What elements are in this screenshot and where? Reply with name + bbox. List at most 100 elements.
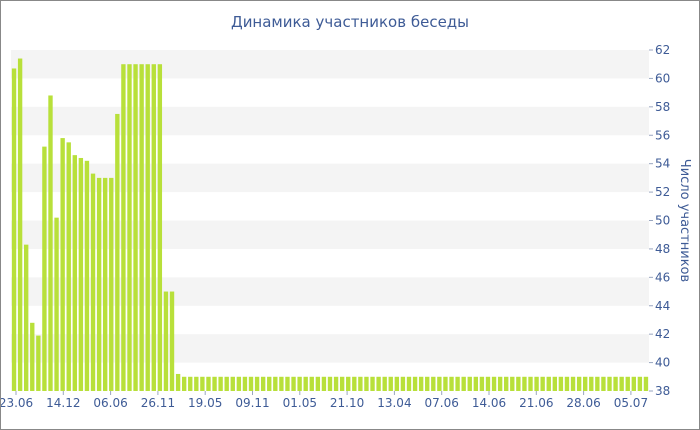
bar xyxy=(333,376,339,391)
y-tick-label: 38 xyxy=(655,384,670,398)
x-tick-label: 23.06 xyxy=(1,396,33,410)
bar xyxy=(376,376,381,391)
bar xyxy=(479,376,485,391)
bar xyxy=(309,376,314,391)
bar xyxy=(194,376,199,391)
bar xyxy=(72,155,77,391)
y-tick-label: 56 xyxy=(655,128,670,142)
y-tick-label: 54 xyxy=(655,157,670,171)
bar xyxy=(491,376,497,391)
bar xyxy=(133,64,138,392)
bar xyxy=(570,376,576,391)
bar xyxy=(48,95,53,391)
bar xyxy=(467,376,472,391)
bar xyxy=(425,376,430,391)
bar xyxy=(163,291,169,391)
x-tick-label: 21.10 xyxy=(330,396,364,410)
bar xyxy=(364,376,369,391)
grid-band xyxy=(11,50,649,79)
bar xyxy=(516,376,521,391)
bar xyxy=(461,376,466,391)
bar xyxy=(497,376,503,391)
bar xyxy=(388,376,393,391)
bar xyxy=(218,376,223,391)
bar xyxy=(431,376,436,391)
bar xyxy=(285,376,290,391)
bar xyxy=(224,376,229,391)
bar xyxy=(534,376,539,391)
x-tick-label: 21.06 xyxy=(519,396,553,410)
bar xyxy=(382,376,387,391)
bar xyxy=(370,376,375,391)
y-tick-label: 48 xyxy=(655,242,670,256)
x-tick-label: 13.04 xyxy=(377,396,411,410)
y-tick-label: 46 xyxy=(655,270,670,284)
grid-band xyxy=(11,106,649,136)
bar xyxy=(522,376,527,391)
bar xyxy=(230,376,235,391)
bar xyxy=(169,291,175,391)
bar xyxy=(175,373,181,391)
bar xyxy=(485,376,491,391)
x-tick-label: 14.12 xyxy=(46,396,80,410)
bar xyxy=(443,376,448,391)
bar xyxy=(273,376,278,391)
x-tick-label: 01.05 xyxy=(283,396,317,410)
x-tick-label: 07.06 xyxy=(425,396,459,410)
bar xyxy=(96,177,102,392)
bar xyxy=(279,376,284,391)
bar xyxy=(504,376,509,391)
bar xyxy=(297,376,302,391)
bar xyxy=(60,138,65,391)
bar xyxy=(121,64,126,392)
x-tick-label: 28.06 xyxy=(566,396,600,410)
bar xyxy=(200,376,205,391)
bar xyxy=(212,376,217,391)
y-tick-label: 50 xyxy=(655,214,670,228)
bar xyxy=(115,113,120,391)
bar xyxy=(613,376,618,391)
bar xyxy=(583,376,588,391)
y-axis-label: Число участников xyxy=(677,159,692,282)
bar xyxy=(139,64,144,392)
bar xyxy=(352,376,357,391)
bar xyxy=(643,376,649,391)
bar xyxy=(400,376,406,391)
x-tick-label: 19.05 xyxy=(188,396,222,410)
bar xyxy=(631,376,636,391)
y-tick-label: 58 xyxy=(655,100,670,114)
bar xyxy=(157,64,163,392)
x-tick-label: 05.07 xyxy=(614,396,648,410)
bar xyxy=(595,376,600,391)
bar xyxy=(394,376,400,391)
bar xyxy=(303,376,308,391)
bar xyxy=(449,376,454,391)
bar xyxy=(358,376,363,391)
bar xyxy=(339,376,345,391)
bar xyxy=(42,146,47,391)
bar xyxy=(589,376,594,391)
bar xyxy=(346,376,351,391)
bar xyxy=(102,177,108,392)
bar xyxy=(206,376,211,391)
bar xyxy=(510,376,515,391)
bar xyxy=(327,376,333,391)
bar xyxy=(406,376,412,391)
bar xyxy=(564,376,570,391)
bar xyxy=(36,335,41,391)
bar xyxy=(267,376,272,391)
y-tick-label: 40 xyxy=(655,356,670,370)
bar xyxy=(11,68,17,391)
bar xyxy=(109,177,114,392)
bar xyxy=(90,173,96,391)
bar xyxy=(188,376,193,391)
chart-title: Динамика участников беседы xyxy=(230,13,470,31)
bar xyxy=(607,376,612,391)
bar xyxy=(236,376,242,391)
y-tick-label: 52 xyxy=(655,185,670,199)
bar xyxy=(127,64,132,392)
bar xyxy=(637,376,643,391)
bar xyxy=(242,376,248,391)
